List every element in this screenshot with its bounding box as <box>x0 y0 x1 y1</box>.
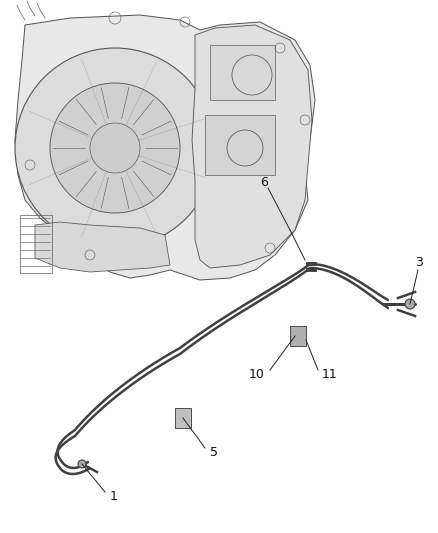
Bar <box>205 115 275 175</box>
Polygon shape <box>15 15 315 280</box>
Polygon shape <box>35 222 170 272</box>
Text: 5: 5 <box>210 446 218 458</box>
Polygon shape <box>192 25 312 268</box>
Circle shape <box>15 48 215 248</box>
Text: 10: 10 <box>249 368 265 382</box>
Bar <box>175 408 191 428</box>
Bar <box>210 45 275 100</box>
Circle shape <box>78 460 86 468</box>
Text: 1: 1 <box>110 489 118 503</box>
Text: 3: 3 <box>415 256 423 270</box>
Circle shape <box>50 83 180 213</box>
Circle shape <box>405 299 415 309</box>
Text: 6: 6 <box>260 176 268 190</box>
Bar <box>20 215 52 273</box>
Text: 11: 11 <box>322 368 338 382</box>
Bar <box>290 326 306 346</box>
Circle shape <box>90 123 140 173</box>
